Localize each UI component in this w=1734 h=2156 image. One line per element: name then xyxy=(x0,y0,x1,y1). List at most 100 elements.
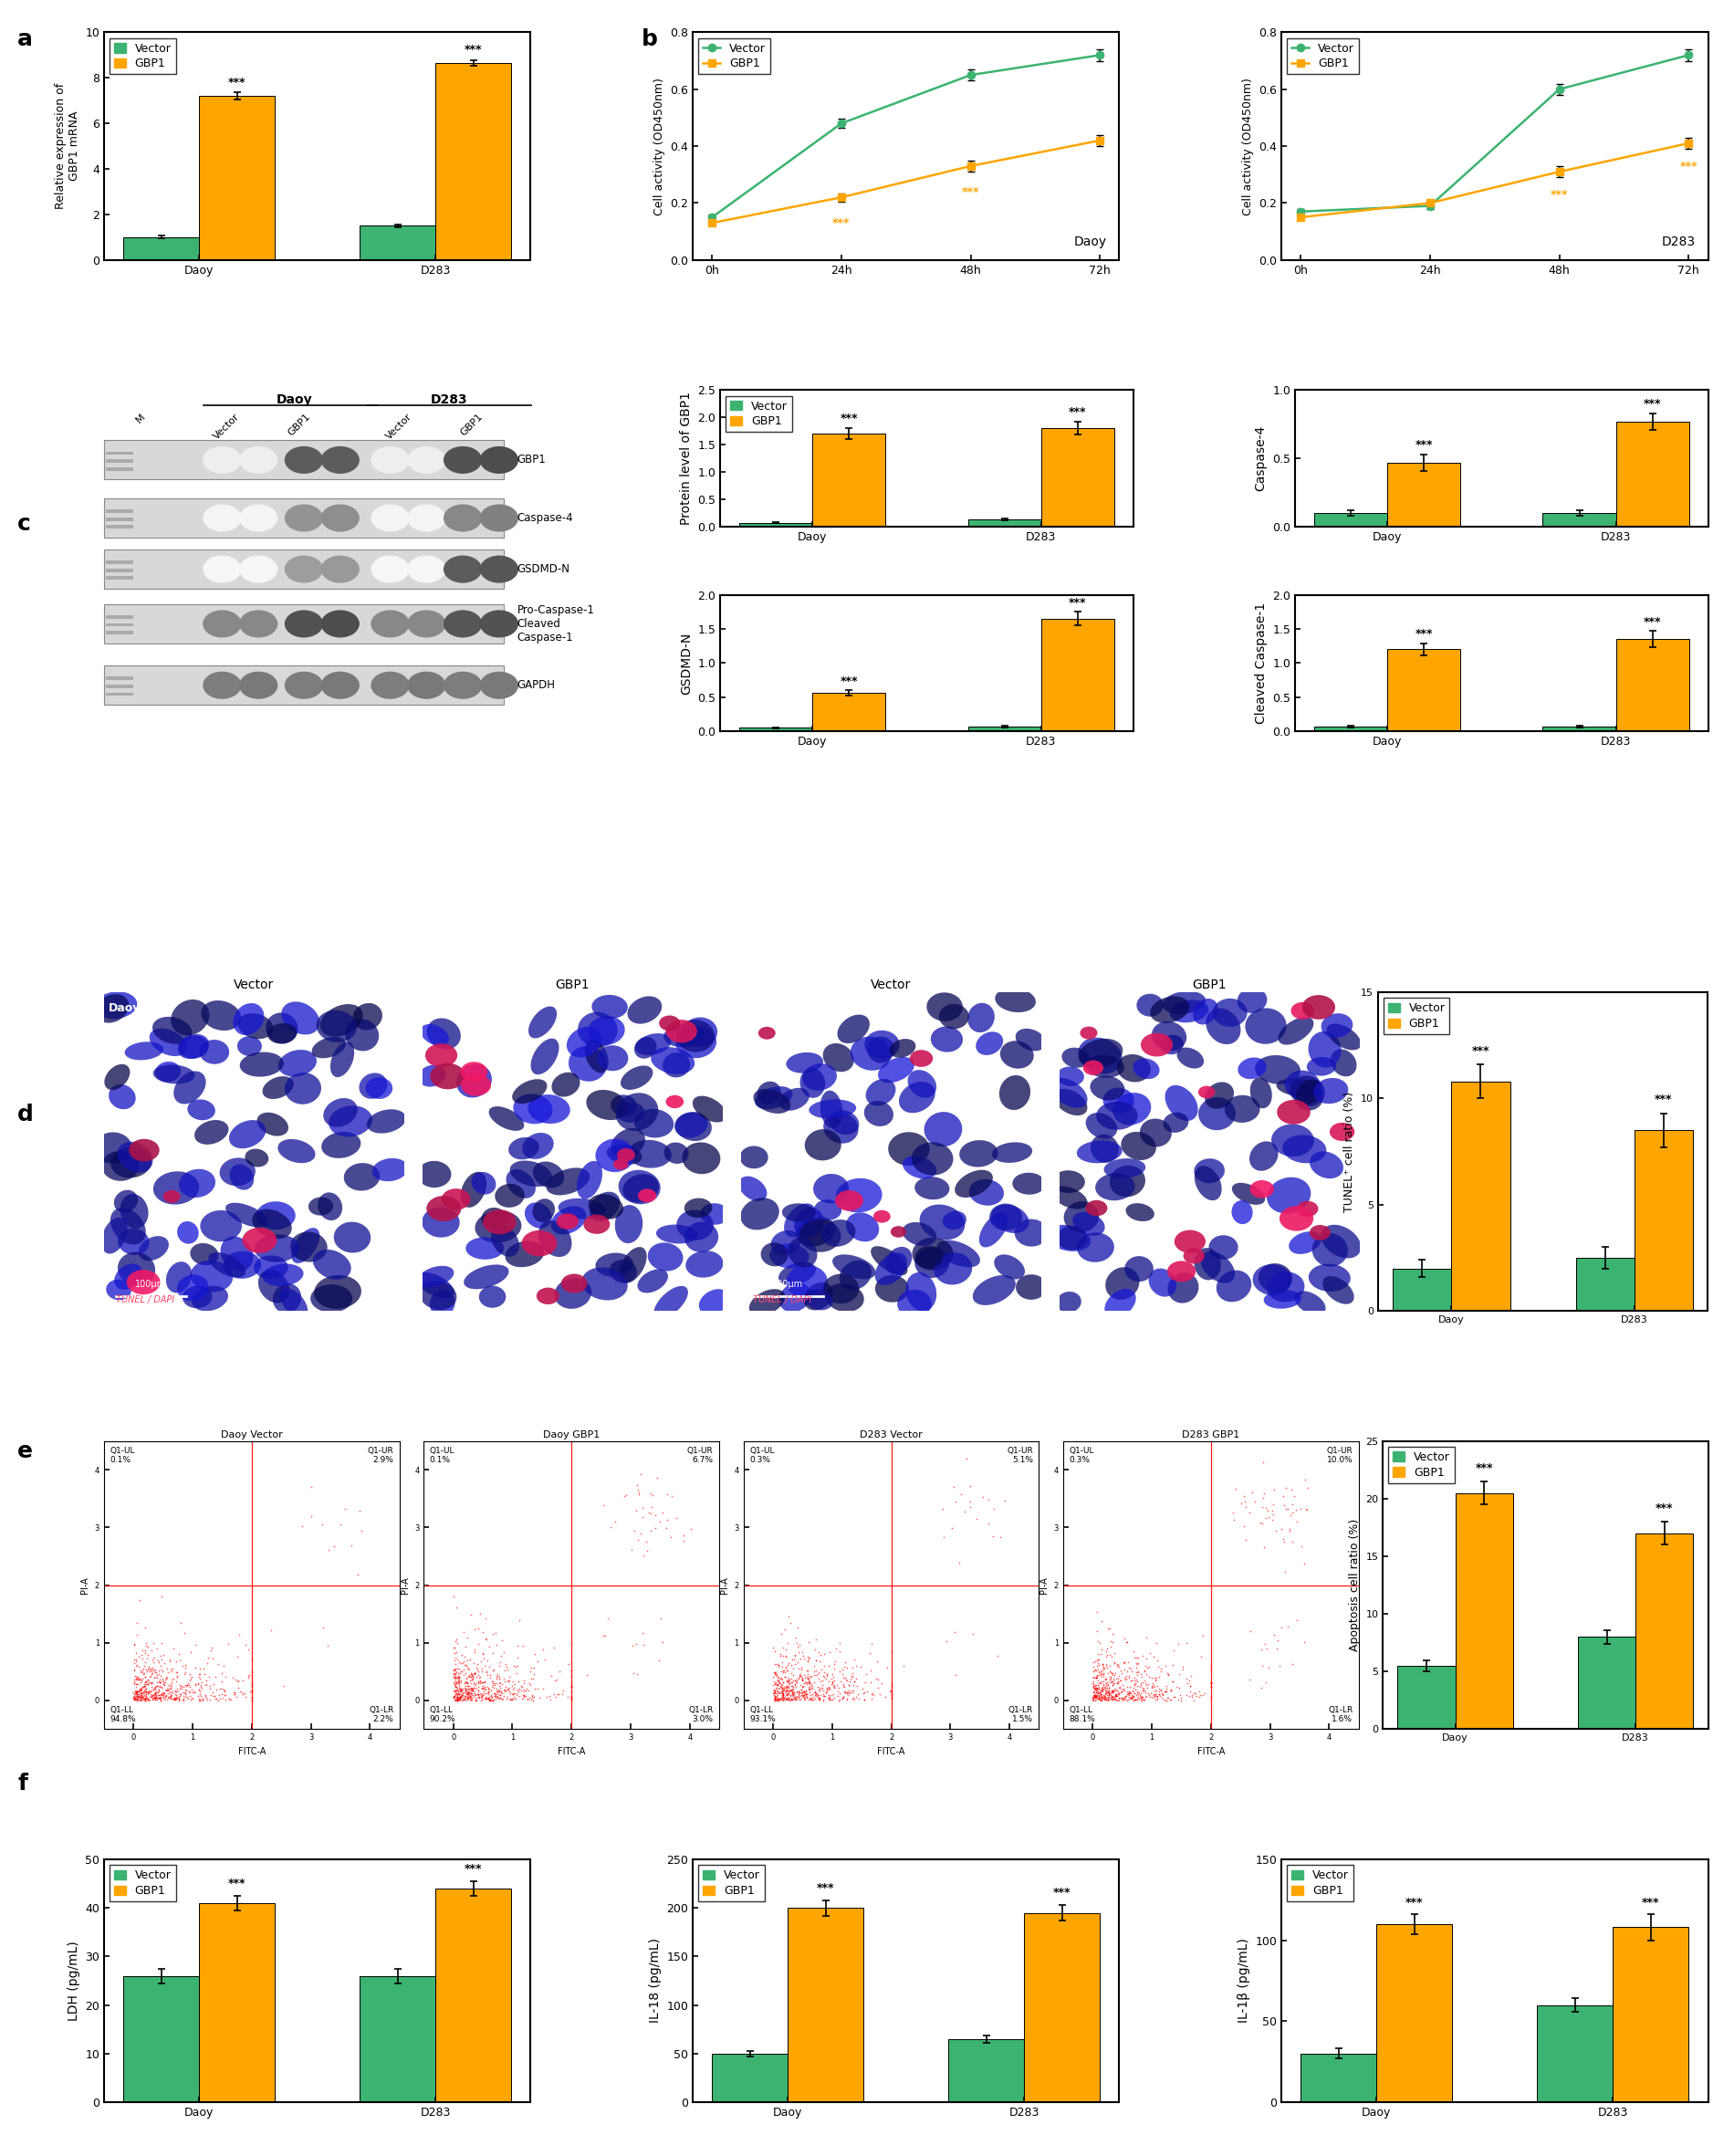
Ellipse shape xyxy=(407,505,446,533)
Ellipse shape xyxy=(607,1145,642,1164)
Ellipse shape xyxy=(95,994,128,1022)
Point xyxy=(460,1671,487,1705)
Point xyxy=(638,1490,666,1524)
Point xyxy=(1108,1656,1136,1690)
Point xyxy=(1080,1680,1108,1714)
Point xyxy=(1120,1667,1148,1701)
Point xyxy=(532,1680,560,1714)
Point xyxy=(156,1669,184,1703)
Point xyxy=(132,1645,160,1680)
Point xyxy=(1099,1660,1127,1695)
Point xyxy=(151,1682,179,1716)
Point xyxy=(1115,1677,1143,1712)
Point xyxy=(144,1654,172,1688)
Ellipse shape xyxy=(1321,1013,1353,1037)
Point xyxy=(484,1675,512,1710)
Point xyxy=(1176,1673,1203,1708)
Point xyxy=(121,1667,149,1701)
Point xyxy=(156,1671,184,1705)
Point xyxy=(468,1664,496,1699)
Point xyxy=(442,1662,470,1697)
Point xyxy=(768,1682,796,1716)
Ellipse shape xyxy=(120,1194,149,1229)
Ellipse shape xyxy=(1014,1218,1047,1246)
Point xyxy=(135,1673,163,1708)
Point xyxy=(1172,1660,1200,1695)
Y-axis label: Cleaved Caspase-1: Cleaved Caspase-1 xyxy=(1255,602,1268,724)
Point xyxy=(121,1680,149,1714)
Point xyxy=(238,1664,265,1699)
Point xyxy=(140,1677,168,1712)
Point xyxy=(791,1682,818,1716)
Point xyxy=(172,1675,199,1710)
Point xyxy=(818,1682,846,1716)
Point xyxy=(761,1654,789,1688)
Point xyxy=(1092,1677,1120,1712)
Point xyxy=(1082,1680,1110,1714)
Point xyxy=(628,1492,655,1526)
Point xyxy=(123,1675,151,1710)
Point xyxy=(1082,1680,1110,1714)
Point xyxy=(1096,1611,1124,1645)
Point xyxy=(572,1658,600,1692)
Point xyxy=(127,1684,154,1718)
Point xyxy=(121,1677,149,1712)
Point xyxy=(768,1660,796,1695)
Point xyxy=(175,1675,203,1710)
Point xyxy=(447,1682,475,1716)
Point xyxy=(841,1664,869,1699)
Ellipse shape xyxy=(1077,1233,1115,1261)
Point xyxy=(784,1626,812,1660)
Point xyxy=(149,1677,177,1712)
Point xyxy=(177,1658,205,1692)
Point xyxy=(146,1675,173,1710)
Point xyxy=(1120,1667,1148,1701)
Point xyxy=(496,1682,524,1716)
Point xyxy=(456,1680,484,1714)
Point xyxy=(815,1677,843,1712)
Point xyxy=(463,1671,491,1705)
Point xyxy=(456,1675,484,1710)
Point xyxy=(508,1682,536,1716)
Point xyxy=(813,1658,841,1692)
Point xyxy=(813,1658,841,1692)
Point xyxy=(135,1654,163,1688)
Ellipse shape xyxy=(238,1013,274,1039)
Ellipse shape xyxy=(284,671,323,699)
Point xyxy=(629,1537,657,1572)
Ellipse shape xyxy=(125,1041,163,1061)
Point xyxy=(453,1664,480,1699)
Point xyxy=(142,1664,170,1699)
Point xyxy=(1089,1682,1117,1716)
Point xyxy=(1087,1677,1115,1712)
Ellipse shape xyxy=(177,1274,208,1302)
Point xyxy=(1106,1669,1134,1703)
Point xyxy=(123,1617,151,1651)
Ellipse shape xyxy=(779,1283,812,1313)
Point xyxy=(161,1682,189,1716)
Point xyxy=(1127,1680,1155,1714)
Point xyxy=(442,1680,470,1714)
Point xyxy=(782,1682,810,1716)
Point xyxy=(792,1667,820,1701)
Ellipse shape xyxy=(1085,1054,1124,1078)
Bar xyxy=(812,433,886,526)
Point xyxy=(482,1677,510,1712)
Point xyxy=(558,1675,586,1710)
Point xyxy=(475,1682,503,1716)
Point xyxy=(1111,1682,1139,1716)
Point xyxy=(761,1667,789,1701)
Point xyxy=(796,1673,824,1708)
Ellipse shape xyxy=(522,1132,553,1160)
Point xyxy=(132,1684,160,1718)
Point xyxy=(872,1680,900,1714)
Point xyxy=(768,1680,796,1714)
Point xyxy=(482,1662,510,1697)
Ellipse shape xyxy=(102,1151,139,1181)
Point xyxy=(558,1669,586,1703)
Point xyxy=(591,1619,619,1654)
Point xyxy=(782,1664,810,1699)
Bar xyxy=(123,237,199,261)
Bar xyxy=(948,2040,1025,2102)
Point xyxy=(156,1643,184,1677)
